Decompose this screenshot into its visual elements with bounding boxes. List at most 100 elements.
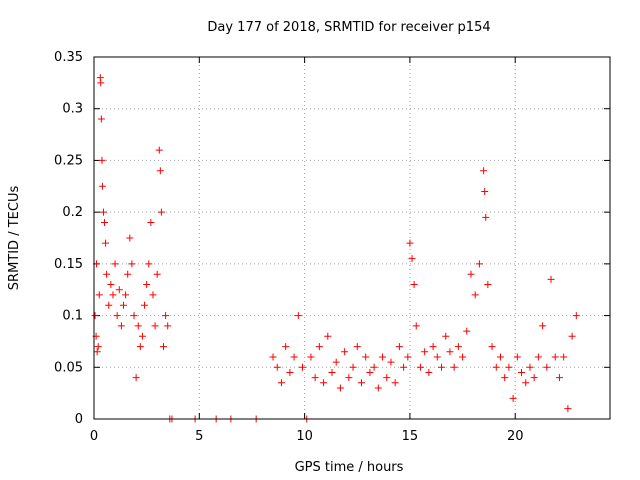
plot-frame: [93, 56, 611, 420]
data-point: [97, 79, 105, 87]
data-point: [141, 301, 149, 309]
data-point: [156, 167, 164, 175]
data-point: [547, 275, 555, 283]
x-tick-label: 20: [507, 429, 524, 444]
data-point: [534, 353, 542, 361]
data-point: [357, 379, 365, 387]
data-point: [410, 281, 418, 289]
data-point: [307, 353, 315, 361]
data-point: [349, 363, 357, 371]
y-tick-label: 0.1: [62, 309, 83, 324]
data-point: [492, 363, 500, 371]
data-point: [475, 260, 483, 268]
data-point: [463, 327, 471, 335]
x-axis-label: GPS time / hours: [295, 460, 404, 475]
data-point: [162, 312, 170, 320]
x-tick-label: 0: [90, 429, 98, 444]
data-point: [551, 353, 559, 361]
data-point: [138, 332, 146, 340]
data-point: [383, 374, 391, 382]
data-point: [454, 343, 462, 351]
data-point: [421, 348, 429, 356]
data-point: [370, 363, 378, 371]
data-point: [387, 358, 395, 366]
data-point: [311, 374, 319, 382]
data-point: [95, 291, 103, 299]
data-point: [572, 312, 580, 320]
y-tick-label: 0.35: [54, 50, 83, 65]
data-point: [164, 322, 172, 330]
data-point: [294, 312, 302, 320]
y-tick-label: 0.2: [62, 205, 83, 220]
data-point: [103, 270, 111, 278]
data-point: [299, 363, 307, 371]
data-point: [324, 332, 332, 340]
data-point: [117, 322, 125, 330]
data-point: [155, 146, 163, 154]
data-point: [145, 260, 153, 268]
data-point: [555, 374, 563, 382]
data-point: [122, 291, 130, 299]
data-point: [513, 353, 521, 361]
axis-ticks: [93, 56, 610, 420]
data-point: [429, 343, 437, 351]
y-tick-label: 0.15: [54, 257, 83, 272]
data-point: [480, 167, 488, 175]
data-point: [147, 218, 155, 226]
data-point: [282, 343, 290, 351]
data-point: [98, 182, 106, 190]
data-point: [379, 353, 387, 361]
data-point: [277, 379, 285, 387]
data-point: [450, 363, 458, 371]
data-point: [97, 115, 105, 123]
data-point: [101, 218, 109, 226]
data-point: [412, 322, 420, 330]
data-point: [442, 332, 450, 340]
data-point: [332, 358, 340, 366]
data-point: [438, 363, 446, 371]
data-point: [543, 363, 551, 371]
data-point: [526, 363, 534, 371]
data-point: [406, 239, 414, 247]
data-point: [374, 384, 382, 392]
data-point: [136, 343, 144, 351]
grid-lines: [94, 57, 610, 419]
data-point: [160, 343, 168, 351]
data-point: [481, 187, 489, 195]
y-tick-label: 0.25: [54, 153, 83, 168]
data-point: [467, 270, 475, 278]
data-point: [132, 374, 140, 382]
data-point: [395, 343, 403, 351]
data-point: [530, 374, 538, 382]
y-axis-label: SRMTID / TECUs: [7, 186, 22, 291]
data-point: [505, 363, 513, 371]
data-point: [362, 353, 370, 361]
data-point: [341, 348, 349, 356]
data-point: [153, 270, 161, 278]
data-point: [471, 291, 479, 299]
data-point: [94, 343, 102, 351]
data-point: [568, 332, 576, 340]
data-point: [509, 394, 517, 402]
data-point: [345, 374, 353, 382]
data-point: [105, 301, 113, 309]
data-point: [320, 379, 328, 387]
data-point: [425, 368, 433, 376]
data-point: [111, 260, 119, 268]
data-point: [484, 281, 492, 289]
data-point: [446, 348, 454, 356]
data-point: [416, 363, 424, 371]
data-point: [286, 368, 294, 376]
data-point: [130, 312, 138, 320]
data-point: [269, 353, 277, 361]
data-point: [119, 301, 127, 309]
data-point: [273, 363, 281, 371]
x-tick-label: 15: [402, 429, 419, 444]
data-point: [290, 353, 298, 361]
y-tick-label: 0: [75, 412, 83, 427]
y-tick-label: 0.05: [54, 360, 83, 375]
data-point: [91, 312, 99, 320]
tick-labels: 0 5 10 15 20 0 0.05 0.1 0.15 0.2 0.25 0.3 0.35: [54, 50, 523, 444]
data-point: [564, 405, 572, 413]
